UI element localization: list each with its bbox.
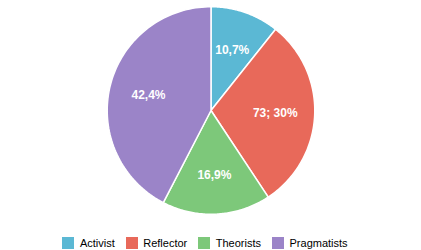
- html-text:Pragmatists: Pragmatists: [289, 236, 348, 249]
- svg-text:73; 30%: 73; 30%: [253, 106, 298, 120]
- html-text:Theorists: Theorists: [215, 236, 261, 249]
- svg-text:42,4%: 42,4%: [131, 88, 165, 102]
- svg-text:16,9%: 16,9%: [197, 168, 231, 182]
- html-text:Reflector: Reflector: [143, 236, 188, 249]
- html-text:Activist: Activist: [79, 236, 115, 249]
- svg-text:10,7%: 10,7%: [215, 43, 249, 57]
